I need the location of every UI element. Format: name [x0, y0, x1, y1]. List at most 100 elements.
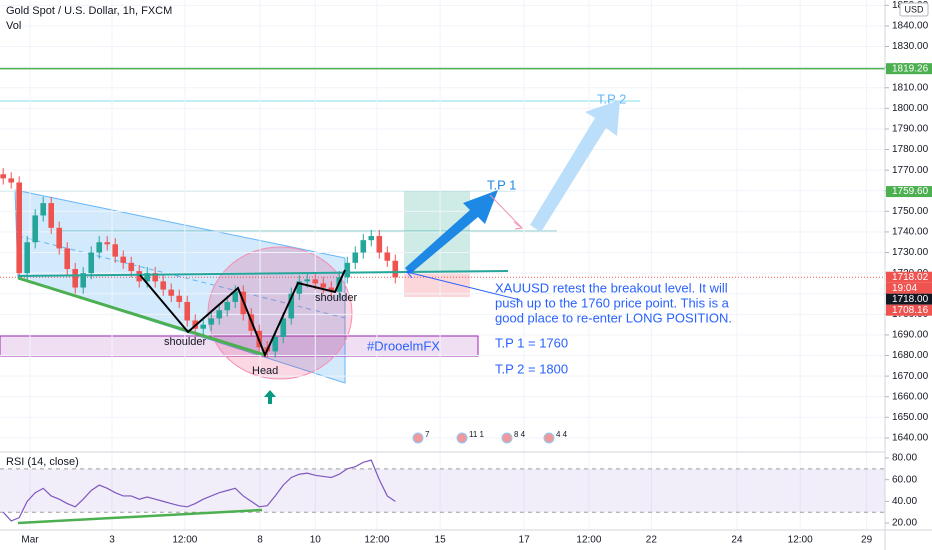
y-tick-label: 1810.00 [892, 82, 929, 93]
candle-body [360, 240, 367, 253]
pointer-head [406, 269, 415, 279]
tp1-arrow [405, 190, 498, 274]
price-label-bg [886, 271, 932, 283]
candle-body [208, 318, 215, 325]
pattern-circle [207, 246, 353, 380]
candle-body [368, 236, 375, 241]
candle-body [128, 262, 135, 272]
y-tick-label: 1680.00 [892, 350, 929, 361]
price-label: 1819.26 [892, 63, 929, 74]
y-tick-label: 1660.00 [892, 391, 929, 402]
tp1-label: T.P 1 [487, 177, 516, 192]
y-tick-label: 1730.00 [892, 247, 929, 258]
tp2-value: T.P 2 = 1800 [495, 361, 568, 376]
candle-body [296, 281, 303, 294]
candle-body [8, 178, 15, 183]
candle-body [288, 293, 295, 319]
candle-body [176, 295, 183, 302]
candle-body [184, 301, 191, 321]
candle-body [392, 260, 399, 278]
x-tick-label: 10 [310, 535, 322, 546]
candle-body [16, 182, 23, 274]
tag: #DrooelmFX [367, 338, 440, 353]
candle-body [216, 310, 223, 319]
x-tick-label: 17 [519, 535, 531, 546]
y-tick-label: 1780.00 [892, 144, 929, 155]
x-tick-label: 24 [731, 535, 743, 546]
candle-body [80, 273, 87, 288]
candle-body [72, 269, 79, 288]
candle-body [384, 252, 391, 261]
candle-body [104, 242, 111, 245]
y-tick-label: 1650.00 [892, 412, 929, 423]
candle-body [136, 271, 143, 282]
rsi-tick-label: 80.00 [892, 453, 917, 464]
event-icon [456, 432, 468, 444]
candle-body [0, 174, 7, 179]
pink-arrow [489, 194, 523, 229]
candle-body [352, 252, 359, 263]
countdown: 19:04 [892, 283, 917, 294]
y-tick-label: 1790.00 [892, 124, 929, 135]
rsi-band [0, 468, 885, 513]
tp2-label: T.P 2 [597, 91, 626, 106]
x-tick-label: Mar [21, 535, 39, 546]
event-label: 11 1 [469, 430, 485, 439]
events: 7 11 1 8 4 4 4 [412, 430, 568, 444]
head-label: Head [252, 365, 278, 377]
candle-body [160, 281, 167, 290]
y-tick-label: 1800.00 [892, 103, 929, 114]
y-tick-label: 1740.00 [892, 227, 929, 238]
y-tick-label: 1770.00 [892, 165, 929, 176]
price-label: 1759.60 [892, 186, 929, 197]
y-tick-label: 1640.00 [892, 433, 929, 444]
candle-body [152, 273, 159, 282]
candle-body [88, 252, 95, 274]
price-label: 1718.00 [892, 294, 929, 305]
candle-body [40, 203, 47, 216]
y-tick-label: 1840.00 [892, 21, 929, 32]
rsi-line [2, 459, 396, 522]
y-tick-label: 1750.00 [892, 206, 929, 217]
price-label: 1708.16 [892, 305, 929, 316]
price-label-bg [886, 186, 932, 198]
x-tick-label: 12:00 [364, 535, 389, 546]
x-tick-label: 12:00 [576, 535, 601, 546]
candle-body [56, 227, 63, 249]
price-label: 1718.02 [892, 272, 929, 283]
countdown-bg [886, 282, 932, 294]
price-label-bg [886, 304, 932, 316]
event-label: 8 4 [514, 430, 526, 439]
candle-body [232, 291, 239, 302]
currency: USD [904, 4, 924, 14]
candle-body [272, 336, 279, 352]
shoulder-label: shoulder [315, 292, 358, 304]
axes: 1640.00 1650.00 1660.00 1670.00 1680.00 1690.… [6, 0, 932, 546]
candle-body [376, 236, 383, 253]
candle-body [48, 203, 55, 228]
x-tick-label: 8 [257, 535, 263, 546]
vol-label: Vol [6, 20, 21, 32]
x-tick-label: 3 [109, 535, 115, 546]
candle-body [120, 256, 127, 263]
currency-bg [899, 2, 929, 17]
trend-line [17, 276, 266, 357]
price-label-bg [886, 293, 932, 305]
candle-body [96, 242, 103, 253]
y-tick-label: 1670.00 [892, 371, 929, 382]
tp2-arrow [530, 100, 620, 232]
candle-body [32, 215, 39, 243]
symbol-title: Gold Spot / U.S. Dollar, 1h, FXCM [6, 5, 172, 17]
tp1-value: T.P 1 = 1760 [495, 335, 568, 350]
event-label: 4 4 [556, 430, 568, 439]
up-arrow [264, 390, 276, 404]
note-line: push up to the 1760 price point. This is… [495, 295, 730, 310]
candle-body [64, 248, 71, 270]
event-label: 7 [425, 430, 430, 439]
pointer [406, 271, 521, 301]
event-icon [501, 432, 513, 444]
x-tick-label: 15 [435, 535, 447, 546]
candle-body [312, 279, 319, 284]
rsi-tick-label: 60.00 [892, 474, 917, 485]
event-icon [412, 432, 424, 444]
